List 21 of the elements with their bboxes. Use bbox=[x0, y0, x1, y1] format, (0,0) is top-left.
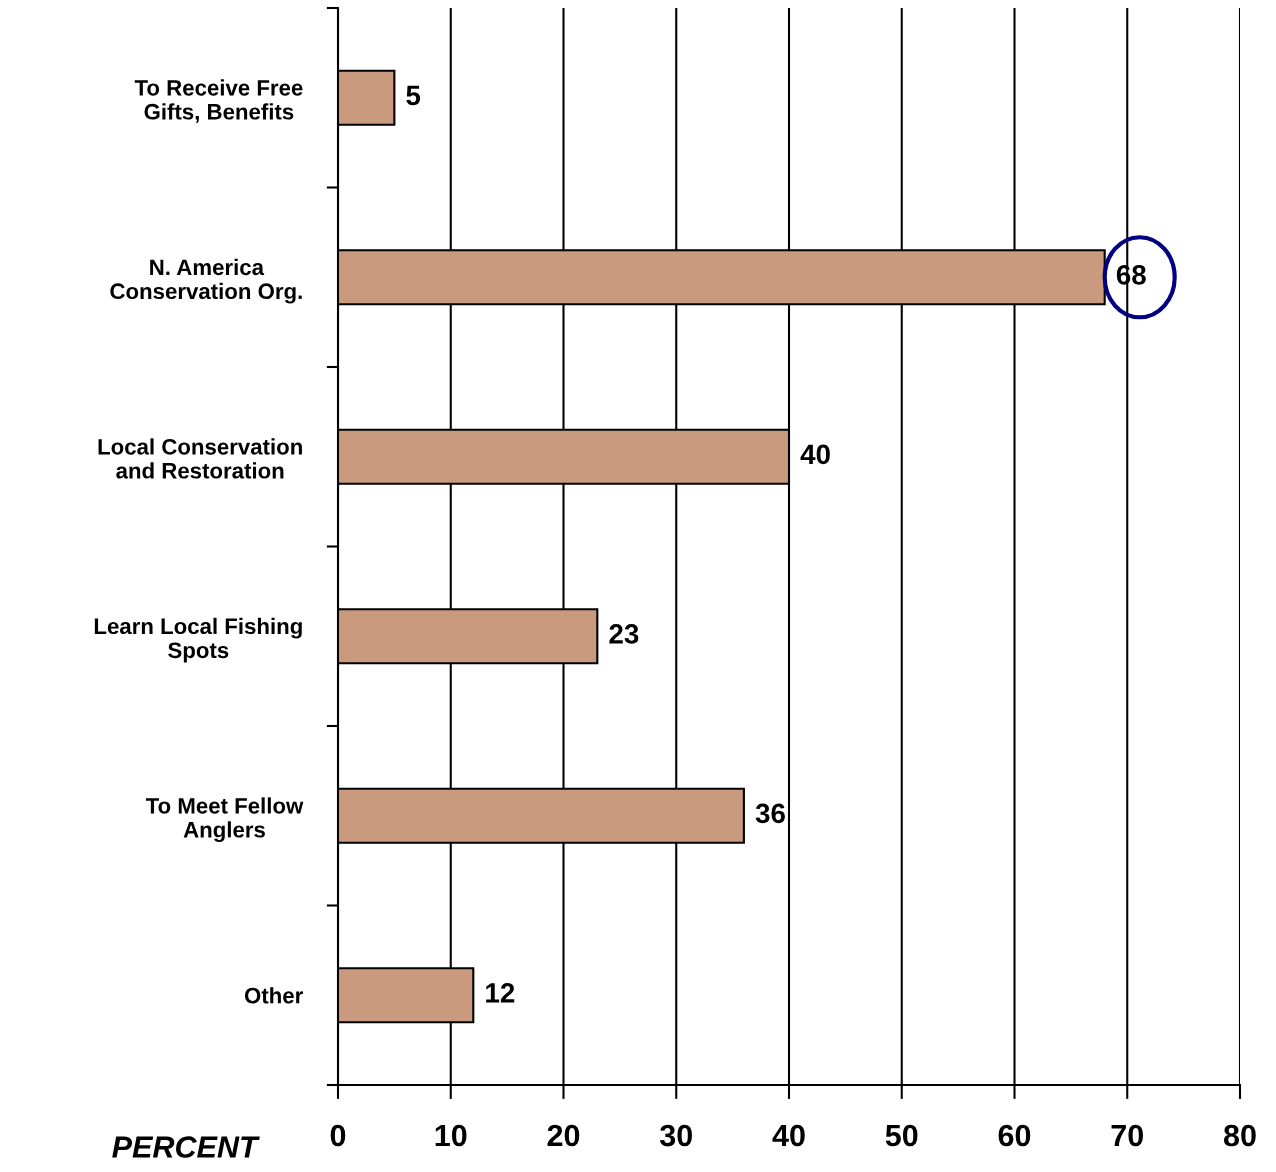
x-tick-label: 0 bbox=[330, 1124, 346, 1147]
y-tick-label: N. America Conservation Org. bbox=[110, 258, 302, 304]
data-label: 5 bbox=[406, 85, 421, 106]
x-tick-label: 50 bbox=[885, 1124, 918, 1147]
data-label: 40 bbox=[800, 444, 830, 465]
data-label: 23 bbox=[609, 624, 639, 644]
data-label: 36 bbox=[755, 803, 785, 824]
x-axis-title: PERCENT bbox=[112, 1136, 260, 1158]
x-tick-label: 20 bbox=[547, 1124, 580, 1147]
x-tick-label: 80 bbox=[1223, 1124, 1256, 1147]
y-tick-label: To Receive Free Gifts, Benefits bbox=[134, 79, 303, 123]
y-tick-label: Local Conservation and Restoration bbox=[98, 438, 302, 479]
x-tick-label: 70 bbox=[1111, 1124, 1143, 1147]
y-tick-label: Other bbox=[244, 987, 303, 1004]
x-tick-label: 60 bbox=[998, 1124, 1031, 1147]
y-tick-label: Learn Local Fishing Spots bbox=[94, 617, 302, 663]
x-tick-label: 10 bbox=[435, 1124, 467, 1147]
y-tick-label: To Meet Fellow Anglers bbox=[145, 797, 304, 843]
x-tick-label: 30 bbox=[659, 1124, 692, 1147]
x-tick-label: 40 bbox=[772, 1124, 805, 1147]
data-label: 12 bbox=[486, 983, 515, 1003]
